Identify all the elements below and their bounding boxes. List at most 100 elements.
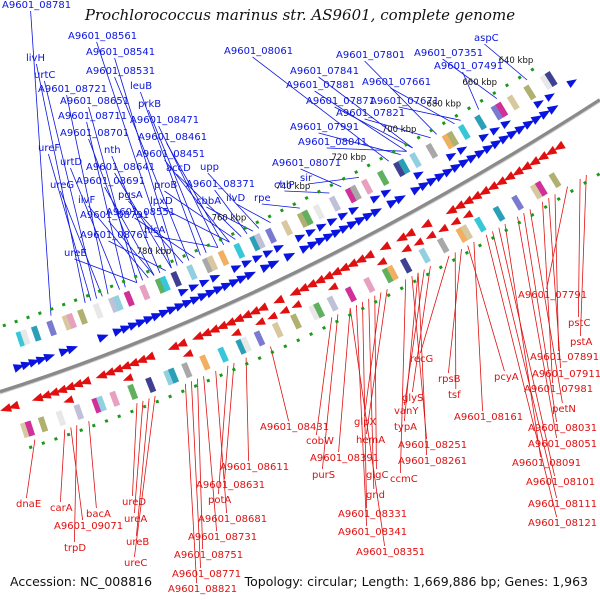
gene-label-reverse: A9601_08091 [512,458,581,469]
tick-mark [492,91,496,95]
gene-label-forward: A9601_08781 [2,0,71,11]
gene-arrow [338,213,349,221]
feature-block [46,320,57,336]
gene-arrow [523,120,535,130]
feature-block [345,286,357,302]
feature-block [109,391,120,407]
gene-label-forward: A9601_08471 [130,115,199,126]
tick-mark [309,332,313,336]
gene-label-reverse: A9601_08121 [528,518,597,529]
feature-block [425,143,438,159]
tick-mark [245,362,249,366]
gene-arrow [529,156,541,166]
gene-arrow [305,229,316,237]
gene-label-reverse: hemA [356,435,385,446]
gene-label-reverse: pstC [568,318,590,329]
gene-arrow [267,312,278,320]
tick-mark [305,196,309,200]
gene-label-forward: A9601_07881 [286,80,355,91]
feature-block [400,258,412,274]
gene-arrow [183,349,194,357]
accession-text: Accession: NC_008816 [10,574,152,589]
feature-block [77,309,88,325]
gene-arrow [421,219,433,228]
gene-arrow [188,284,199,292]
feature-block [418,248,430,264]
gene-label-reverse: bacA [86,509,111,520]
feature-block [507,95,520,111]
tick-mark [146,270,150,274]
gene-label-forward: A9601_08061 [224,46,293,57]
gene-arrow [370,208,382,217]
feature-block [254,330,266,346]
feature-block [281,220,293,236]
gene-arrow [533,100,544,109]
gene-arrow [252,255,263,263]
gene-label-forward: A9601_07871 [306,96,375,107]
leader-line [474,242,483,411]
tick-mark [342,177,346,181]
tick-mark [232,368,236,372]
tick-mark [54,437,58,441]
feature-block [145,377,156,393]
tick-mark [467,106,471,110]
gene-label-reverse: A9601_08771 [172,569,241,580]
gene-label-reverse: A9601_08341 [338,527,407,538]
tick-mark [400,286,404,290]
gene-arrow [531,115,543,125]
gene-label-reverse: A9601_08681 [198,514,267,525]
leader-line [364,292,381,416]
gene-arrow [348,207,359,215]
gene-arrow [144,352,156,360]
leader-line [468,246,505,372]
feature-block [272,322,284,338]
leader-line [89,421,97,508]
tick-mark [14,320,18,324]
gene-label-forward: urtD [60,157,82,168]
tick-mark [29,445,33,449]
feature-block [199,354,210,370]
gene-arrow [328,282,339,290]
gene-label-reverse: carA [50,503,73,514]
gene-label-forward: chlP [274,180,295,191]
gene-label-reverse: A9601_07791 [518,290,587,301]
gene-label-reverse: A9601_08751 [174,550,243,561]
leader-line [204,376,217,531]
tick-mark [544,205,548,209]
gene-arrow [327,218,338,226]
tick-mark [105,419,109,423]
gene-arrow [512,166,524,176]
gene-arrow [241,260,252,268]
gene-label-forward: A9601_08541 [86,47,155,58]
feature-block [233,243,245,259]
gene-label-reverse: A9601_08431 [260,422,329,433]
gene-arrow [210,275,221,283]
gene-label-forward: nth [104,145,121,156]
gene-label-reverse: pcyA [494,372,519,383]
gene-arrow [231,265,242,273]
tick-mark [361,306,365,310]
gene-arrow [362,212,374,221]
gene-label-forward: upp [200,162,219,173]
gene-arrow [255,317,266,325]
gene-label-reverse: A9601_08031 [528,423,597,434]
gene-label-forward: ilvF [78,195,95,206]
feature-block [511,195,524,211]
gene-label-forward: A9601_08071 [272,158,341,169]
gene-arrow [426,177,438,186]
gene-label-reverse: purS [312,470,335,481]
feature-block [290,313,302,329]
tick-mark [41,441,45,445]
gene-label-reverse: ureC [124,558,147,569]
feature-block [56,410,67,426]
tick-mark [530,68,534,72]
feature-block [474,114,487,130]
leader-line [60,430,64,503]
gene-arrow [299,245,311,254]
feature-block [38,416,48,432]
gene-label-reverse: rpsB [438,374,461,385]
feature-block [93,303,104,319]
gene-arrow [244,272,256,281]
gene-label-reverse: A9601_08331 [338,509,407,520]
gene-arrow [396,232,408,241]
